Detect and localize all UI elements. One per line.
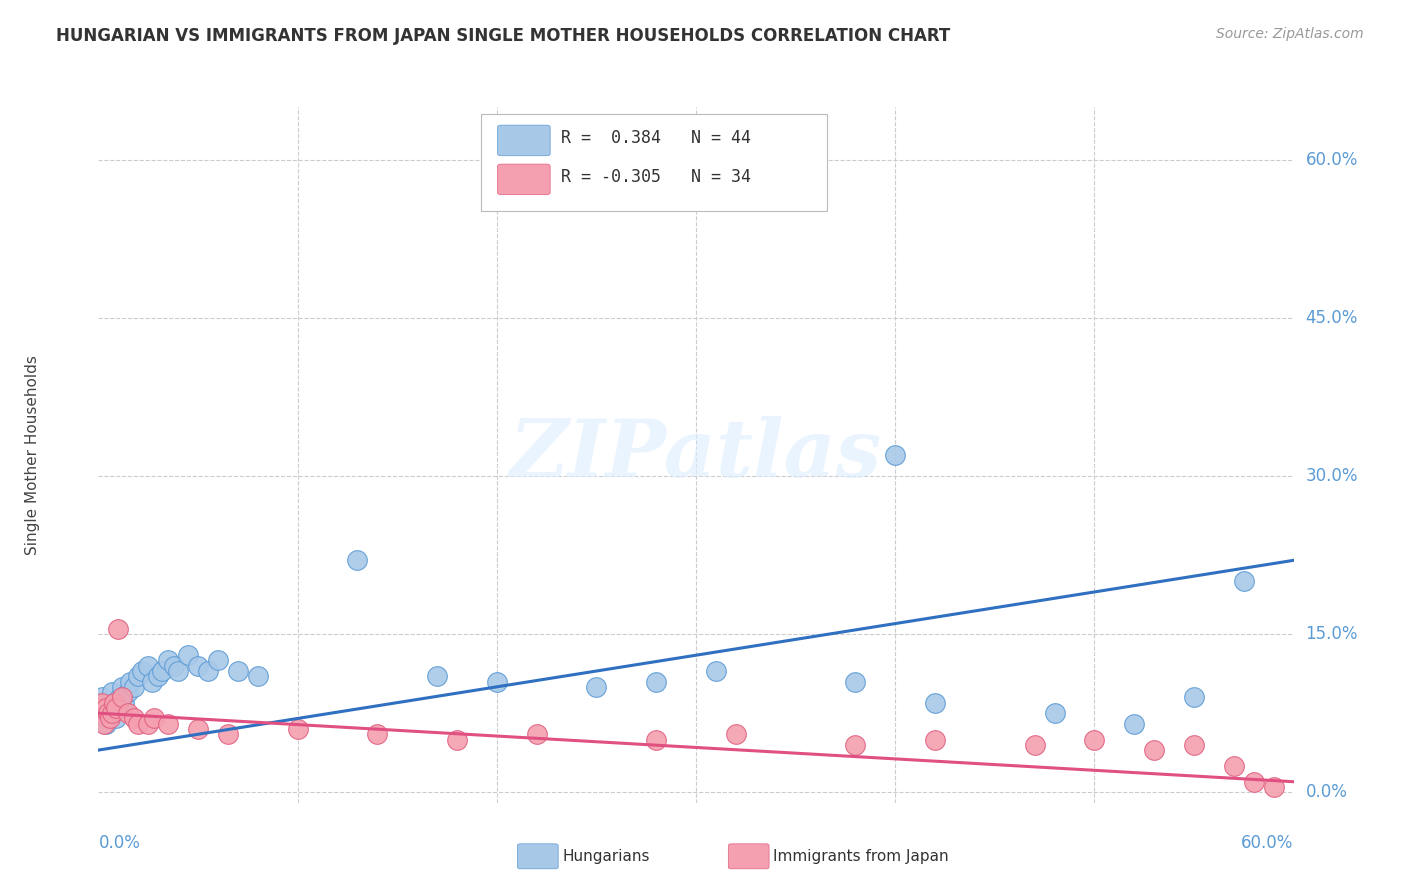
Text: 0.0%: 0.0% (1305, 783, 1347, 801)
Point (157, 716, 180, 731)
FancyBboxPatch shape (498, 164, 550, 194)
Point (485, 674, 508, 689)
Point (1222, 759, 1246, 773)
Point (1233, 574, 1256, 589)
Point (1123, 716, 1146, 731)
Text: Hungarians: Hungarians (562, 849, 650, 863)
Point (426, 669, 449, 683)
Point (111, 680, 134, 694)
Point (157, 653, 180, 667)
Point (101, 706, 124, 721)
Point (1143, 743, 1166, 757)
Point (585, 680, 607, 694)
Point (127, 669, 149, 683)
Point (98, 706, 122, 721)
Point (101, 685, 124, 699)
Point (111, 690, 134, 705)
Point (187, 658, 209, 673)
Point (110, 690, 132, 705)
Point (366, 727, 388, 741)
Point (96, 716, 118, 731)
Point (131, 664, 153, 678)
Point (89, 701, 111, 715)
Point (724, 727, 747, 741)
Point (96, 701, 118, 715)
Text: 60.0%: 60.0% (1305, 151, 1358, 169)
Point (127, 716, 149, 731)
Point (645, 732, 668, 747)
Text: ZIPatlas: ZIPatlas (510, 417, 882, 493)
Text: 0.0%: 0.0% (98, 834, 141, 852)
Point (1043, 706, 1066, 721)
Text: R =  0.384   N = 44: R = 0.384 N = 44 (561, 129, 751, 147)
Point (91, 690, 114, 705)
Point (217, 727, 239, 741)
Point (105, 711, 128, 725)
Point (124, 711, 146, 725)
Point (1263, 780, 1285, 794)
Point (1243, 774, 1265, 789)
Point (150, 664, 173, 678)
Point (103, 696, 125, 710)
Point (187, 722, 209, 736)
Point (167, 664, 190, 678)
Point (844, 738, 866, 752)
Point (141, 674, 163, 689)
Point (1083, 732, 1105, 747)
Point (197, 664, 219, 678)
Point (207, 653, 229, 667)
Point (163, 658, 186, 673)
Point (148, 669, 170, 683)
Point (136, 716, 159, 731)
Point (107, 622, 129, 636)
Point (98, 711, 122, 725)
Text: 45.0%: 45.0% (1305, 309, 1358, 326)
Text: 30.0%: 30.0% (1305, 467, 1358, 485)
FancyBboxPatch shape (498, 125, 550, 156)
Point (924, 696, 946, 710)
Point (143, 711, 166, 725)
Point (924, 732, 946, 747)
Text: 15.0%: 15.0% (1305, 625, 1358, 643)
Point (346, 553, 368, 567)
Point (89, 696, 111, 710)
Point (112, 696, 135, 710)
Point (704, 664, 727, 678)
Point (645, 674, 668, 689)
Point (1182, 738, 1205, 752)
Point (91, 696, 114, 710)
Point (117, 706, 139, 721)
Point (107, 701, 129, 715)
Point (287, 722, 309, 736)
Point (1024, 738, 1046, 752)
Point (177, 648, 200, 663)
Point (844, 674, 866, 689)
FancyBboxPatch shape (481, 114, 827, 211)
Point (97, 701, 120, 715)
Point (136, 658, 159, 673)
Point (446, 732, 468, 747)
Point (105, 701, 128, 715)
Point (117, 685, 139, 699)
Text: HUNGARIAN VS IMMIGRANTS FROM JAPAN SINGLE MOTHER HOUSEHOLDS CORRELATION CHART: HUNGARIAN VS IMMIGRANTS FROM JAPAN SINGL… (56, 27, 950, 45)
Text: Source: ZipAtlas.com: Source: ZipAtlas.com (1216, 27, 1364, 41)
Point (93, 711, 115, 725)
Point (1182, 690, 1205, 705)
Point (526, 727, 548, 741)
Text: Single Mother Households: Single Mother Households (25, 355, 41, 555)
Point (93, 716, 115, 731)
Point (246, 669, 269, 683)
Text: 60.0%: 60.0% (1241, 834, 1294, 852)
Point (103, 696, 125, 710)
Text: Immigrants from Japan: Immigrants from Japan (773, 849, 949, 863)
Text: R = -0.305   N = 34: R = -0.305 N = 34 (561, 169, 751, 186)
Point (226, 664, 249, 678)
Point (120, 674, 142, 689)
Point (97, 706, 120, 721)
Point (884, 448, 907, 462)
Point (124, 680, 146, 694)
